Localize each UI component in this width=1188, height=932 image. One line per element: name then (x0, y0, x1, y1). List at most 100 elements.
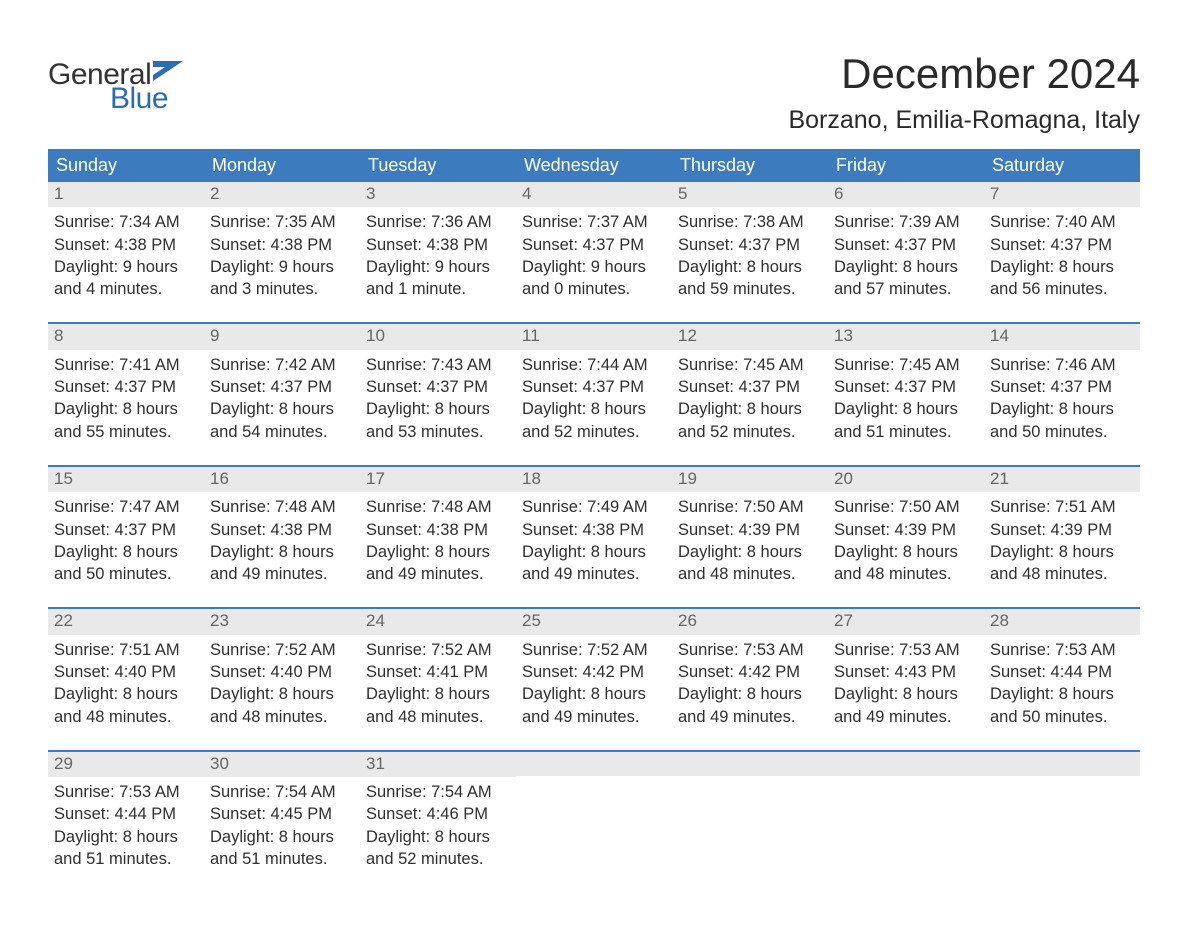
day-sunrise: Sunrise: 7:47 AM (54, 496, 198, 518)
calendar-day-cell: 16Sunrise: 7:48 AMSunset: 4:38 PMDayligh… (204, 466, 360, 608)
day-sunrise: Sunrise: 7:39 AM (834, 211, 978, 233)
day-sunrise: Sunrise: 7:50 AM (678, 496, 822, 518)
day-body: Sunrise: 7:53 AMSunset: 4:44 PMDaylight:… (984, 635, 1140, 750)
calendar-day-cell: 18Sunrise: 7:49 AMSunset: 4:38 PMDayligh… (516, 466, 672, 608)
day-number: 14 (984, 324, 1140, 349)
calendar-day-cell: 22Sunrise: 7:51 AMSunset: 4:40 PMDayligh… (48, 608, 204, 750)
day-d1: Daylight: 8 hours (990, 256, 1134, 278)
day-body: Sunrise: 7:37 AMSunset: 4:37 PMDaylight:… (516, 207, 672, 322)
day-body: Sunrise: 7:43 AMSunset: 4:37 PMDaylight:… (360, 350, 516, 465)
day-d1: Daylight: 8 hours (834, 541, 978, 563)
day-body: Sunrise: 7:47 AMSunset: 4:37 PMDaylight:… (48, 492, 204, 607)
day-sunrise: Sunrise: 7:38 AM (678, 211, 822, 233)
day-d1: Daylight: 8 hours (210, 826, 354, 848)
day-number: 19 (672, 467, 828, 492)
day-sunrise: Sunrise: 7:50 AM (834, 496, 978, 518)
day-sunset: Sunset: 4:38 PM (210, 519, 354, 541)
day-sunset: Sunset: 4:39 PM (990, 519, 1134, 541)
location-subtitle: Borzano, Emilia-Romagna, Italy (788, 106, 1140, 135)
calendar-head: Sunday Monday Tuesday Wednesday Thursday… (48, 149, 1140, 182)
col-header-tue: Tuesday (360, 149, 516, 182)
calendar-day-cell: 11Sunrise: 7:44 AMSunset: 4:37 PMDayligh… (516, 323, 672, 465)
day-d2: and 50 minutes. (990, 706, 1134, 728)
day-d2: and 49 minutes. (678, 706, 822, 728)
header-row: General Blue December 2024 Borzano, Emil… (48, 50, 1140, 135)
day-d2: and 53 minutes. (366, 421, 510, 443)
calendar-day-cell: 26Sunrise: 7:53 AMSunset: 4:42 PMDayligh… (672, 608, 828, 750)
day-sunset: Sunset: 4:44 PM (54, 803, 198, 825)
day-sunset: Sunset: 4:38 PM (54, 234, 198, 256)
day-body: Sunrise: 7:34 AMSunset: 4:38 PMDaylight:… (48, 207, 204, 322)
day-body: Sunrise: 7:51 AMSunset: 4:39 PMDaylight:… (984, 492, 1140, 607)
day-d1: Daylight: 8 hours (834, 256, 978, 278)
calendar-body: 1Sunrise: 7:34 AMSunset: 4:38 PMDaylight… (48, 182, 1140, 892)
calendar-day-cell: 6Sunrise: 7:39 AMSunset: 4:37 PMDaylight… (828, 182, 984, 323)
calendar-day-cell: 24Sunrise: 7:52 AMSunset: 4:41 PMDayligh… (360, 608, 516, 750)
day-sunset: Sunset: 4:43 PM (834, 661, 978, 683)
day-sunrise: Sunrise: 7:54 AM (366, 781, 510, 803)
day-sunrise: Sunrise: 7:52 AM (366, 639, 510, 661)
day-sunset: Sunset: 4:37 PM (210, 376, 354, 398)
calendar-day-cell: 13Sunrise: 7:45 AMSunset: 4:37 PMDayligh… (828, 323, 984, 465)
day-body: Sunrise: 7:52 AMSunset: 4:40 PMDaylight:… (204, 635, 360, 750)
day-d1: Daylight: 8 hours (990, 398, 1134, 420)
day-d2: and 49 minutes. (522, 563, 666, 585)
day-number: 1 (48, 182, 204, 207)
day-sunrise: Sunrise: 7:48 AM (366, 496, 510, 518)
day-d2: and 57 minutes. (834, 278, 978, 300)
day-number: 24 (360, 609, 516, 634)
day-d1: Daylight: 8 hours (366, 398, 510, 420)
day-d1: Daylight: 8 hours (366, 683, 510, 705)
day-d1: Daylight: 9 hours (210, 256, 354, 278)
day-body: Sunrise: 7:45 AMSunset: 4:37 PMDaylight:… (828, 350, 984, 465)
calendar-day-cell: 2Sunrise: 7:35 AMSunset: 4:38 PMDaylight… (204, 182, 360, 323)
day-sunset: Sunset: 4:38 PM (366, 519, 510, 541)
day-sunrise: Sunrise: 7:53 AM (54, 781, 198, 803)
day-number-empty (516, 752, 672, 776)
col-header-thu: Thursday (672, 149, 828, 182)
day-number: 12 (672, 324, 828, 349)
day-sunrise: Sunrise: 7:49 AM (522, 496, 666, 518)
day-number: 29 (48, 752, 204, 777)
day-body: Sunrise: 7:49 AMSunset: 4:38 PMDaylight:… (516, 492, 672, 607)
calendar-day-cell: 31Sunrise: 7:54 AMSunset: 4:46 PMDayligh… (360, 751, 516, 892)
month-title: December 2024 (788, 50, 1140, 98)
day-d2: and 52 minutes. (678, 421, 822, 443)
day-body-empty (984, 776, 1140, 874)
day-d1: Daylight: 8 hours (54, 683, 198, 705)
calendar-day-cell: 14Sunrise: 7:46 AMSunset: 4:37 PMDayligh… (984, 323, 1140, 465)
day-sunrise: Sunrise: 7:53 AM (678, 639, 822, 661)
day-number: 27 (828, 609, 984, 634)
calendar-week-row: 22Sunrise: 7:51 AMSunset: 4:40 PMDayligh… (48, 608, 1140, 750)
day-number: 23 (204, 609, 360, 634)
day-sunrise: Sunrise: 7:54 AM (210, 781, 354, 803)
day-sunrise: Sunrise: 7:37 AM (522, 211, 666, 233)
day-sunset: Sunset: 4:37 PM (990, 376, 1134, 398)
day-body: Sunrise: 7:52 AMSunset: 4:42 PMDaylight:… (516, 635, 672, 750)
day-d1: Daylight: 9 hours (54, 256, 198, 278)
day-body: Sunrise: 7:48 AMSunset: 4:38 PMDaylight:… (204, 492, 360, 607)
day-body: Sunrise: 7:53 AMSunset: 4:42 PMDaylight:… (672, 635, 828, 750)
day-d2: and 4 minutes. (54, 278, 198, 300)
day-sunrise: Sunrise: 7:48 AM (210, 496, 354, 518)
day-d2: and 51 minutes. (54, 848, 198, 870)
day-sunset: Sunset: 4:37 PM (54, 519, 198, 541)
day-sunrise: Sunrise: 7:35 AM (210, 211, 354, 233)
day-d1: Daylight: 8 hours (210, 683, 354, 705)
day-d2: and 48 minutes. (990, 563, 1134, 585)
day-body: Sunrise: 7:44 AMSunset: 4:37 PMDaylight:… (516, 350, 672, 465)
day-sunset: Sunset: 4:37 PM (678, 234, 822, 256)
day-sunset: Sunset: 4:37 PM (990, 234, 1134, 256)
day-sunrise: Sunrise: 7:52 AM (210, 639, 354, 661)
calendar-week-row: 29 Sunrise: 7:53 AMSunset: 4:44 PM Dayligh… (48, 751, 1140, 892)
day-body: Sunrise: 7:48 AMSunset: 4:38 PMDaylight:… (360, 492, 516, 607)
day-body-empty (828, 776, 984, 874)
day-d2: and 48 minutes. (210, 706, 354, 728)
calendar-day-cell: 20Sunrise: 7:50 AMSunset: 4:39 PMDayligh… (828, 466, 984, 608)
day-d2: and 1 minute. (366, 278, 510, 300)
day-number: 15 (48, 467, 204, 492)
day-d1: Daylight: 8 hours (522, 683, 666, 705)
calendar-day-cell (672, 751, 828, 892)
day-body: Sunrise: 7:46 AMSunset: 4:37 PMDaylight:… (984, 350, 1140, 465)
day-d2: and 3 minutes. (210, 278, 354, 300)
